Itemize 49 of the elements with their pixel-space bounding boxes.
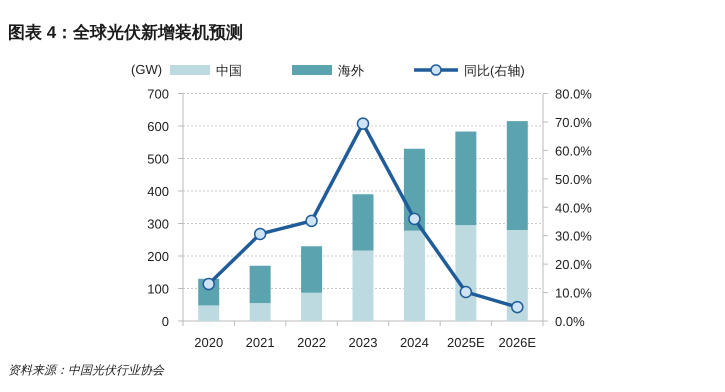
y-tick-label: 500 (147, 152, 169, 166)
x-tick-label: 2026E (498, 335, 536, 350)
bar (352, 194, 374, 250)
y2-tick-label: 40.0% (555, 200, 592, 216)
x-tick-label: 2020 (194, 335, 224, 350)
point (254, 228, 266, 240)
y-tick-label: 700 (147, 86, 169, 102)
y-tick-label: 0 (162, 314, 169, 329)
y2-tick-label: 10.0% (555, 286, 592, 301)
legend-label: 海外 (338, 63, 364, 78)
x-tick-label: 2025E (447, 335, 485, 350)
legend-label: 中国 (216, 63, 242, 78)
bar (198, 305, 220, 321)
bar (455, 225, 476, 321)
bar (506, 230, 528, 321)
bar (404, 230, 425, 321)
x-tick-label: 2023 (348, 335, 378, 350)
legend-label: 同比(右轴) (464, 63, 525, 78)
y-tick-label: 400 (147, 184, 169, 199)
chart-title: 图表 4：全球光伏新增装机预测 (8, 23, 244, 42)
y-tick-label: 100 (147, 282, 169, 296)
bar (301, 292, 322, 321)
bar (352, 250, 374, 321)
y2-tick-label: 80.0% (555, 86, 592, 102)
y2-tick-label: 30.0% (555, 228, 592, 244)
y2-tick-label: 60.0% (555, 143, 592, 158)
point (356, 117, 370, 130)
y2-tick-label: 70.0% (555, 114, 592, 130)
point (202, 278, 215, 290)
y2-tick-label: 50.0% (555, 172, 592, 187)
bar (250, 266, 271, 304)
y-tick-label: 200 (147, 249, 169, 264)
text: 资料来源：中国光伏行业协会 (8, 363, 165, 377)
bar (250, 303, 271, 321)
bar (506, 121, 528, 230)
x-tick-label: 2021 (246, 335, 275, 350)
point (460, 286, 472, 298)
y-tick-label: 600 (147, 119, 169, 134)
y2-tick-label: 20.0% (555, 257, 592, 272)
point (408, 212, 421, 226)
point (511, 300, 524, 314)
y2-tick-label: 0.0% (555, 314, 586, 329)
y-axis-title: (GW) (131, 62, 162, 77)
bar (455, 132, 476, 226)
x-tick-label: 2024 (400, 335, 429, 350)
x-tick-label: 2022 (297, 335, 326, 350)
point (305, 214, 318, 228)
bar (301, 246, 322, 293)
y-tick-label: 300 (147, 216, 169, 232)
